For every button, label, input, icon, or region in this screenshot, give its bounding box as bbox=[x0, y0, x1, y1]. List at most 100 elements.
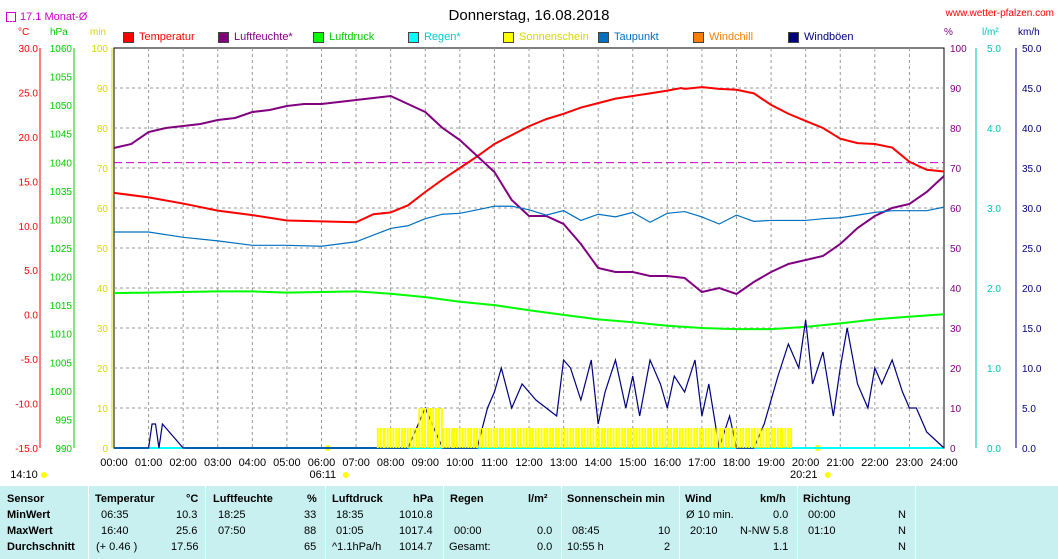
sunshine-bar bbox=[531, 428, 534, 448]
time-tick-label: 13:00 bbox=[550, 457, 578, 469]
rain-tick-label: 3.0 bbox=[987, 204, 1001, 215]
sunshine-bar bbox=[675, 428, 678, 448]
sunshine-bar bbox=[727, 428, 730, 448]
time-tick-label: 06:00 bbox=[308, 457, 336, 469]
now-icon bbox=[41, 472, 47, 478]
sunshine-bar bbox=[484, 428, 487, 448]
legend-temperatur: Temperatur bbox=[123, 31, 195, 43]
minutes-tick-label: 50 bbox=[97, 244, 109, 255]
sunshine-bar bbox=[418, 408, 421, 448]
rain-time: 00:00 bbox=[454, 525, 482, 537]
wind-value: N-NW 5.8 bbox=[740, 525, 789, 537]
sunshine-bar bbox=[719, 428, 722, 448]
sunshine-bar bbox=[540, 428, 543, 448]
header-hum-unit: % bbox=[307, 493, 317, 505]
header-wind-unit: km/h bbox=[760, 493, 786, 505]
sunshine-bar bbox=[667, 428, 670, 448]
temp-tick-label: -5.0 bbox=[21, 355, 39, 366]
pressure-tick-label: 1060 bbox=[50, 44, 73, 55]
site-link[interactable]: www.wetter-pfalzen.com bbox=[945, 8, 1054, 19]
temp-tick-label: 20.0 bbox=[19, 133, 39, 144]
percent-tick-label: 80 bbox=[950, 124, 962, 135]
header-temp: Temperatur bbox=[95, 493, 155, 505]
temp-time: 06:35 bbox=[101, 509, 129, 521]
sunshine-bar bbox=[681, 428, 684, 448]
temp-tick-label: -15.0 bbox=[15, 444, 38, 455]
wind-tick-label: 15.0 bbox=[1022, 324, 1042, 335]
temp-tick-label: 10.0 bbox=[19, 222, 39, 233]
time-tick-label: 02:00 bbox=[169, 457, 197, 469]
sunshine-bar bbox=[730, 428, 733, 448]
pressure-tick-label: 1050 bbox=[50, 101, 73, 112]
sunshine-bar bbox=[589, 428, 592, 448]
now-label: 14:10 bbox=[10, 469, 38, 481]
stats-row-avg: Durchschnitt (+ 0.46 ) 17.56 65 ^1.1hPa/… bbox=[0, 541, 1058, 555]
sunshine-bar bbox=[569, 428, 572, 448]
legend-swatch bbox=[218, 31, 229, 43]
time-tick-label: 24:00 bbox=[930, 457, 958, 469]
sunshine-bar bbox=[670, 428, 673, 448]
sunshine-bar bbox=[759, 428, 762, 448]
monthly-avg-label: 17.1 Monat-Ø bbox=[20, 11, 88, 23]
sunshine-bar bbox=[478, 428, 481, 448]
sunshine-bar bbox=[652, 428, 655, 448]
col-separator bbox=[679, 486, 680, 559]
sunshine-bar bbox=[779, 428, 782, 448]
pressure-tick-label: 990 bbox=[55, 444, 72, 455]
time-tick-label: 11:00 bbox=[481, 457, 508, 469]
sunshine-bar bbox=[612, 428, 615, 448]
sunshine-bar bbox=[563, 428, 566, 448]
sunshine-bar bbox=[501, 428, 504, 448]
sunshine-bar bbox=[615, 428, 618, 448]
sunshine-bar bbox=[487, 428, 490, 448]
sunshine-bar bbox=[641, 428, 644, 448]
percent-tick-label: 40 bbox=[950, 284, 962, 295]
col-separator bbox=[205, 486, 206, 559]
sunshine-bar bbox=[621, 428, 624, 448]
header-sensor: Sensor bbox=[7, 493, 45, 505]
sunshine-bar bbox=[379, 428, 382, 448]
hum-time: 18:25 bbox=[218, 509, 246, 521]
sunshine-bar bbox=[392, 428, 395, 448]
legend-luftdruck: Luftdruck bbox=[313, 31, 374, 43]
legend-label: Windböen bbox=[804, 31, 854, 43]
sunshine-bar bbox=[762, 428, 765, 448]
time-tick-label: 21:00 bbox=[826, 457, 854, 469]
sunshine-bar bbox=[445, 428, 448, 448]
sunrise-icon bbox=[342, 472, 349, 478]
sunshine-bar bbox=[650, 428, 653, 448]
sunshine-bar bbox=[376, 428, 379, 448]
sunshine-bar bbox=[490, 428, 493, 448]
sunshine-bar bbox=[406, 428, 409, 448]
col-separator bbox=[325, 486, 326, 559]
sunshine-bar bbox=[601, 428, 604, 448]
rain-value: 0.0 bbox=[537, 525, 553, 537]
dir-time: 01:10 bbox=[808, 525, 836, 537]
wind-tick-label: 5.0 bbox=[1022, 404, 1036, 415]
stats-header-row: Sensor Temperatur °C Luftfeuchte % Luftd… bbox=[0, 493, 1058, 507]
sunshine-bar bbox=[432, 408, 435, 448]
legend-swatch bbox=[408, 31, 419, 43]
legend-swatch bbox=[788, 31, 799, 43]
wind-unit-label: km/h bbox=[1018, 27, 1040, 38]
sunshine-bar bbox=[572, 428, 575, 448]
pressure-tick-label: 1055 bbox=[50, 73, 73, 84]
row-label: Durchschnitt bbox=[7, 541, 75, 553]
temp-tick-label: 15.0 bbox=[19, 177, 39, 188]
sunshine-bar bbox=[442, 428, 445, 448]
sun-value: 2 bbox=[664, 541, 671, 553]
sunshine-bar bbox=[624, 428, 627, 448]
time-tick-label: 08:00 bbox=[377, 457, 405, 469]
sunshine-bar bbox=[398, 428, 401, 448]
stats-row-max: MaxWert 16:40 25.6 07:50 88 01:05 1017.4… bbox=[0, 525, 1058, 539]
wind-tick-label: 30.0 bbox=[1022, 204, 1042, 215]
time-tick-label: 19:00 bbox=[757, 457, 785, 469]
temp-tick-label: 0.0 bbox=[24, 311, 38, 322]
legend-swatch bbox=[123, 31, 134, 43]
sunshine-bar bbox=[722, 428, 725, 448]
sunshine-bar bbox=[458, 428, 461, 448]
sunshine-bar bbox=[598, 428, 601, 448]
temp-value: 17.56 bbox=[171, 541, 199, 553]
sunshine-bar bbox=[448, 428, 451, 448]
wind-tick-label: 10.0 bbox=[1022, 364, 1042, 375]
